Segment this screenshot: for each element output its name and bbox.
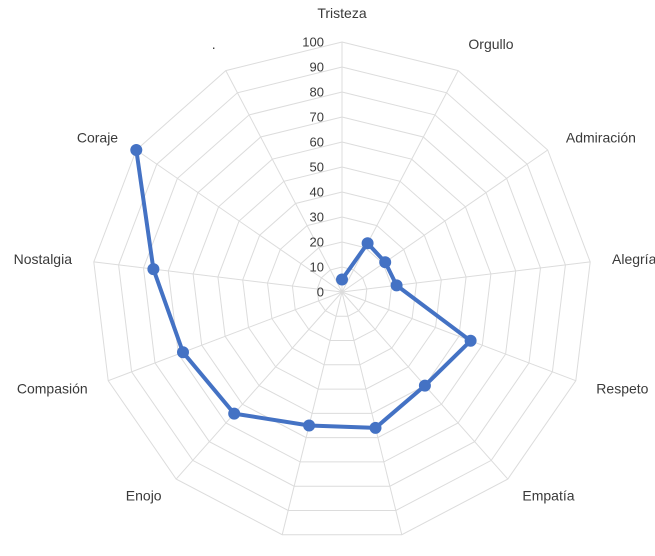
spoke-4 bbox=[341, 291, 576, 382]
category-label: Alegría bbox=[612, 251, 655, 267]
category-label: Compasión bbox=[17, 381, 88, 397]
category-label: Coraje bbox=[77, 130, 118, 146]
series-point bbox=[130, 144, 143, 156]
series-point bbox=[361, 237, 374, 250]
tick-label: 30 bbox=[310, 210, 324, 225]
series-point bbox=[336, 273, 348, 286]
spoke-11 bbox=[136, 149, 343, 293]
spoke-9 bbox=[108, 291, 343, 382]
category-label: Admiración bbox=[566, 130, 636, 146]
category-label: Tristeza bbox=[317, 5, 366, 21]
radial-tick-labels: 0 10 20 30 40 50 60 70 80 90 100 bbox=[302, 35, 324, 300]
series-point bbox=[228, 407, 241, 420]
grid-ring-100 bbox=[93, 41, 591, 536]
tick-label: 0 bbox=[317, 285, 324, 300]
category-label: Orgullo bbox=[468, 36, 513, 52]
spoke-1 bbox=[341, 70, 459, 293]
spoke-7 bbox=[281, 291, 343, 535]
radar-grid bbox=[93, 41, 591, 536]
grid-ring-50 bbox=[217, 166, 467, 414]
spoke-2 bbox=[341, 149, 548, 293]
grid-ring-30 bbox=[266, 216, 418, 366]
category-label: Respeto bbox=[596, 381, 648, 397]
spoke-12 bbox=[225, 70, 343, 293]
grid-ring-60 bbox=[192, 141, 492, 439]
category-labels: Tristeza Orgullo Admiración Alegría Respeto E… bbox=[14, 5, 655, 556]
series-point bbox=[369, 421, 382, 434]
grid-ring-40 bbox=[242, 191, 442, 390]
grid-ring-80 bbox=[142, 91, 542, 487]
category-label: Empatía bbox=[522, 488, 574, 504]
spoke-10 bbox=[93, 261, 343, 293]
series-point bbox=[303, 419, 316, 432]
tick-label: 40 bbox=[310, 185, 324, 200]
tick-label: 70 bbox=[310, 110, 324, 125]
grid-ring-90 bbox=[118, 66, 566, 511]
series-point bbox=[177, 346, 189, 359]
tick-label: 20 bbox=[310, 235, 324, 250]
grid-ring-10 bbox=[316, 266, 368, 317]
spoke-6 bbox=[341, 291, 403, 535]
tick-label: 60 bbox=[310, 135, 324, 150]
tick-label: 50 bbox=[310, 160, 324, 175]
tick-label: 100 bbox=[302, 35, 324, 50]
tick-label: 10 bbox=[310, 260, 324, 275]
series-layer bbox=[130, 144, 477, 434]
tick-label: 80 bbox=[310, 85, 324, 100]
category-label: Nostalgia bbox=[14, 251, 73, 267]
series-point bbox=[390, 279, 403, 292]
series-point bbox=[464, 334, 477, 347]
category-label: Enojo bbox=[126, 488, 162, 504]
spoke-8 bbox=[175, 291, 343, 480]
spoke-3 bbox=[341, 261, 591, 293]
series-point bbox=[147, 263, 160, 276]
series-point bbox=[418, 379, 431, 392]
series-point bbox=[379, 256, 392, 269]
category-label: . bbox=[212, 36, 216, 52]
grid-ring-70 bbox=[167, 116, 517, 463]
tick-label: 90 bbox=[310, 60, 324, 75]
radar-spokes bbox=[93, 42, 591, 535]
